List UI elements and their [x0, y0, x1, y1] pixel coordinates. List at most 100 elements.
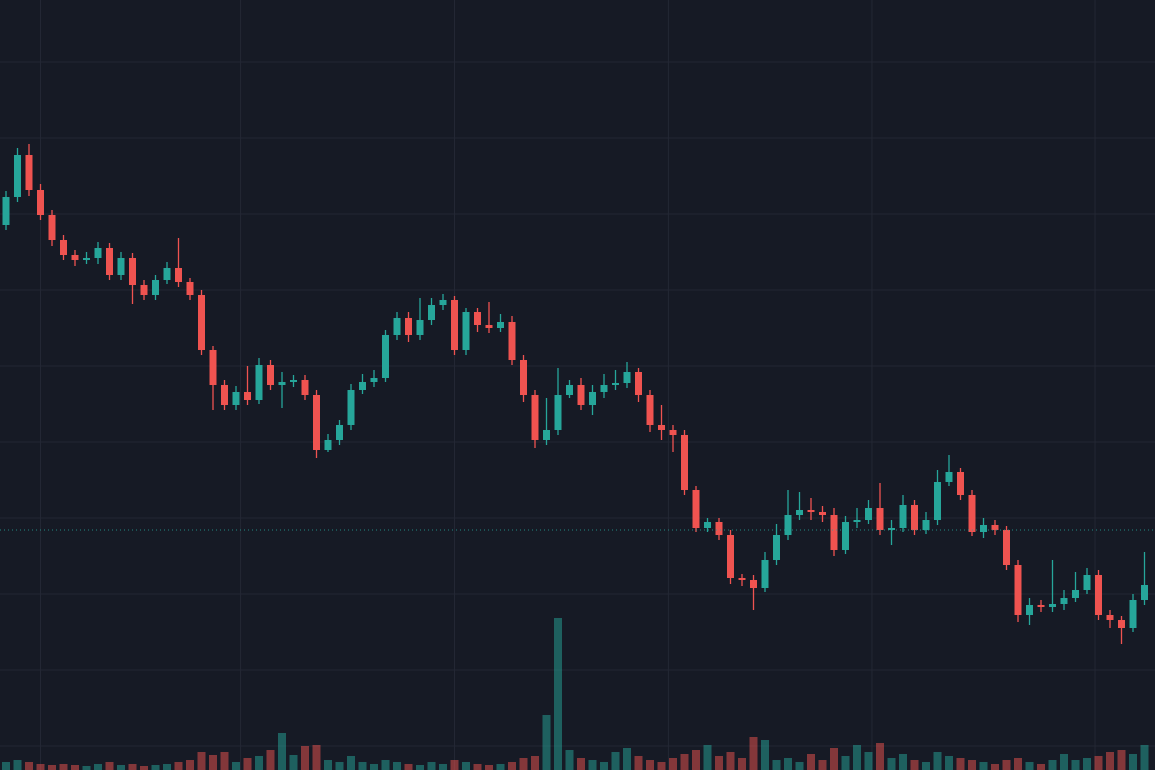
- candle-body: [175, 268, 182, 282]
- candle-body: [37, 190, 44, 215]
- candle-body: [336, 425, 343, 440]
- volume-bar: [358, 762, 367, 770]
- volume-bar: [243, 758, 252, 770]
- volume-bar: [623, 748, 631, 770]
- candle-body: [738, 578, 746, 580]
- candle-body: [382, 335, 389, 378]
- volume-bar: [807, 754, 815, 770]
- volume-bar: [1094, 756, 1103, 770]
- volume-bar: [232, 762, 240, 770]
- volume-bar: [209, 755, 217, 770]
- volume-bar: [1071, 760, 1080, 770]
- candle-body: [370, 378, 378, 382]
- candle-body: [934, 482, 941, 520]
- candle-body: [1072, 590, 1079, 598]
- candle-body: [2, 197, 10, 225]
- volume-bar: [703, 745, 712, 770]
- candle-body: [715, 522, 723, 535]
- volume-bar: [485, 765, 493, 770]
- volume-bar: [1060, 754, 1068, 770]
- candle-body: [692, 490, 700, 528]
- candle-body: [451, 300, 458, 350]
- candle-body: [485, 325, 493, 328]
- volume-bar: [956, 758, 965, 770]
- volume-bar: [876, 743, 884, 770]
- volume-bar: [462, 762, 470, 770]
- volume-bar: [1014, 758, 1022, 770]
- candle-body: [1014, 565, 1022, 615]
- candle-body: [911, 505, 918, 530]
- candle-body: [94, 248, 102, 258]
- volume-bar: [738, 758, 746, 770]
- volume-bar: [945, 756, 953, 770]
- volume-bar: [36, 764, 45, 770]
- volume-bar: [726, 752, 735, 770]
- candle-body: [1118, 620, 1125, 628]
- volume-bar: [496, 764, 505, 770]
- candle-body: [612, 383, 619, 385]
- candle-body: [566, 385, 573, 395]
- candle-body: [209, 350, 217, 385]
- volume-bar: [680, 754, 689, 770]
- volume-bar: [1083, 758, 1091, 770]
- candle-body: [83, 258, 90, 260]
- candle-body: [784, 515, 792, 535]
- candle-body: [922, 520, 930, 530]
- candle-body: [301, 380, 309, 395]
- volume-bar: [71, 765, 79, 770]
- volume-bar: [59, 764, 68, 770]
- candle-body: [290, 380, 297, 382]
- volume-bar: [381, 760, 390, 770]
- volume-bar: [140, 766, 148, 770]
- candle-body: [462, 312, 470, 350]
- volume-bar: [255, 756, 263, 770]
- candle-body: [1049, 604, 1056, 607]
- candle-body: [255, 365, 263, 400]
- volume-bar: [657, 762, 666, 770]
- volume-bar: [991, 764, 999, 770]
- candle-body: [727, 535, 734, 578]
- candle-body: [393, 318, 401, 335]
- volume-bar: [347, 756, 355, 770]
- volume-bar: [186, 760, 194, 770]
- candle-body: [543, 430, 550, 440]
- candle-body: [968, 495, 976, 532]
- candle-body: [232, 392, 240, 405]
- volume-bar: [634, 756, 643, 770]
- candle-body: [1026, 605, 1033, 615]
- candle-body: [25, 155, 33, 190]
- volume-bar: [289, 755, 298, 770]
- volume-bar: [473, 764, 482, 770]
- volume-bar: [577, 758, 585, 770]
- candle-body: [531, 395, 539, 440]
- volume-bar: [163, 764, 171, 770]
- volume-bar: [278, 733, 286, 770]
- candle-body: [163, 268, 171, 280]
- volume-bar: [324, 760, 332, 770]
- volume-bar: [370, 764, 378, 770]
- volume-bar: [669, 758, 677, 770]
- candle-body: [773, 535, 780, 560]
- candle-body: [313, 395, 320, 450]
- candle-body: [106, 248, 113, 275]
- candle-body: [853, 520, 861, 522]
- candle-body: [876, 508, 884, 530]
- volume-bar: [1106, 752, 1114, 770]
- candle-body: [761, 560, 769, 588]
- candle-body: [704, 522, 711, 528]
- candle-body: [497, 322, 504, 328]
- candle-body: [796, 510, 803, 515]
- candle-body: [198, 295, 205, 350]
- candle-body: [1141, 585, 1148, 600]
- candle-body: [819, 512, 826, 515]
- volume-bar: [266, 750, 275, 770]
- candle-body: [554, 395, 562, 430]
- volume-bar: [117, 765, 125, 770]
- candle-body: [267, 365, 274, 385]
- candle-body: [646, 395, 654, 425]
- volume-bar: [1048, 760, 1057, 770]
- candle-body: [117, 258, 125, 275]
- candle-body: [600, 385, 608, 392]
- volume-bar: [611, 752, 620, 770]
